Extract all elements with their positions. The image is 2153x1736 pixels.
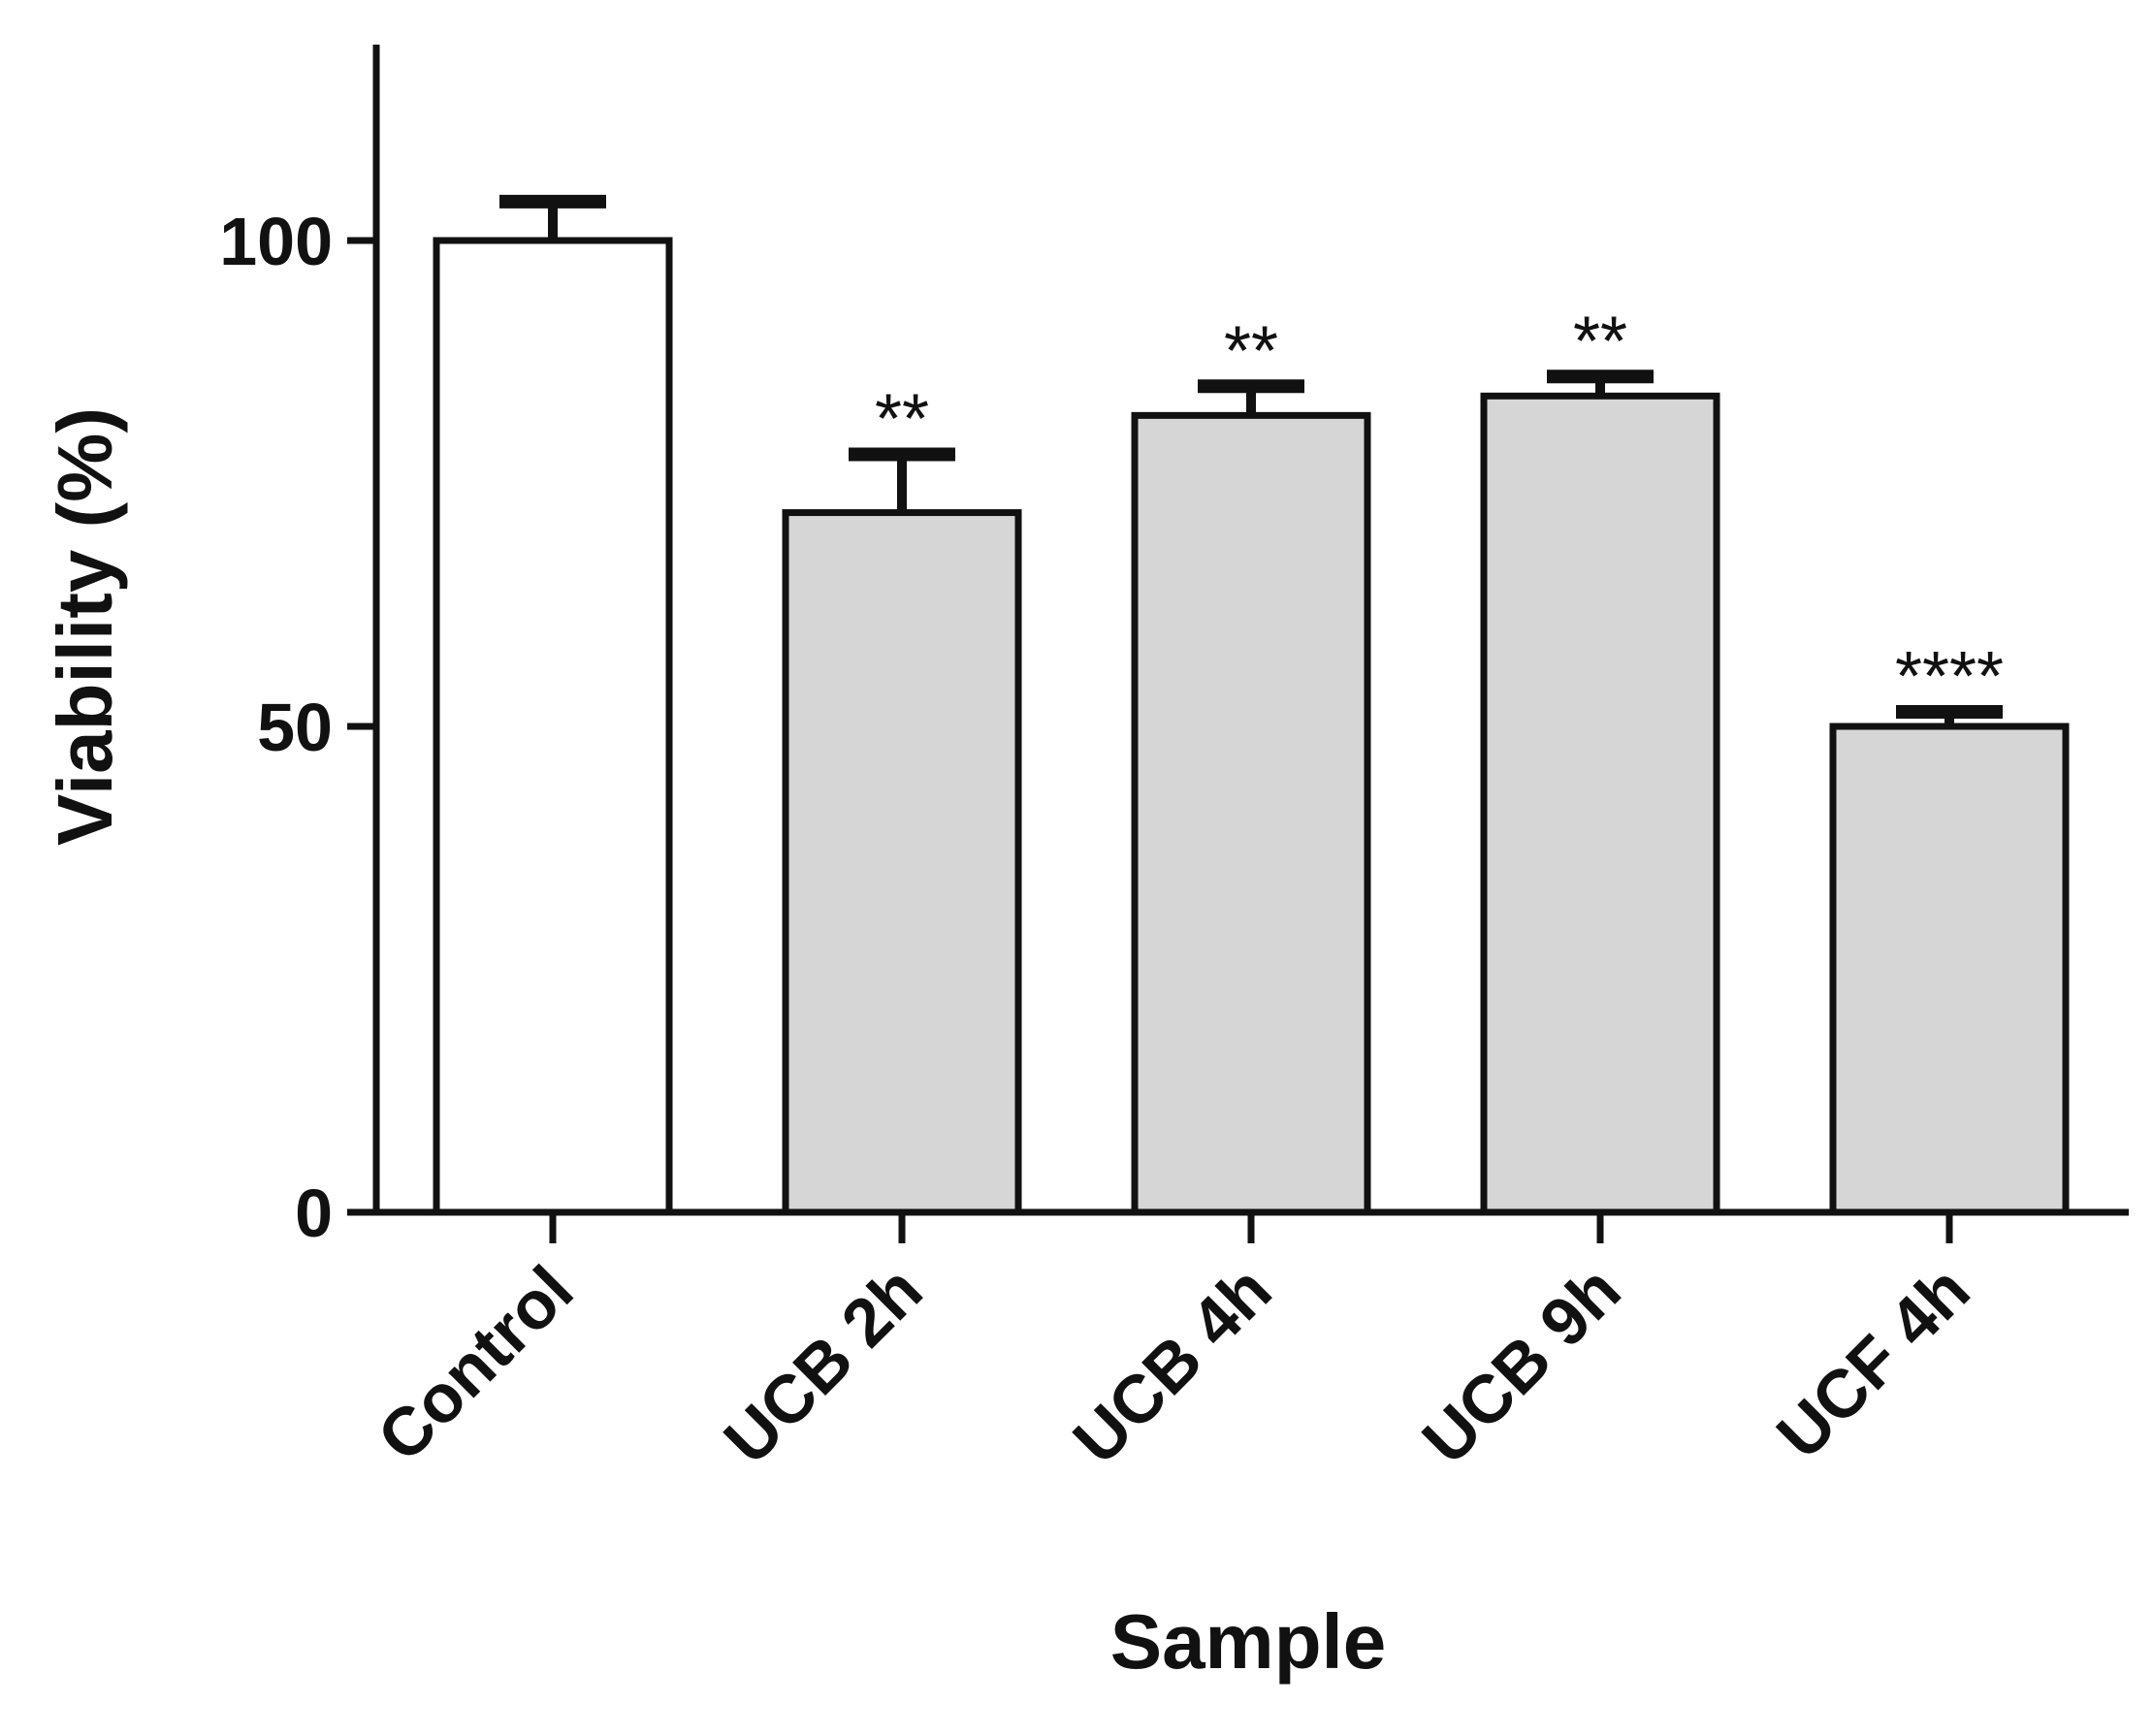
x-tick-label: Control (364, 1251, 588, 1475)
y-tick-label: 50 (257, 690, 333, 765)
bar (433, 237, 673, 1216)
y-tick-label: 0 (295, 1175, 333, 1251)
x-tick-label: UCB 9h (1408, 1251, 1635, 1478)
y-axis-title: Viability (%) (42, 407, 128, 846)
significance-layer: **** ****** (875, 303, 2004, 716)
significance-label: ** (1224, 312, 1278, 390)
y-ticks-layer: 0 50 100 (219, 204, 376, 1251)
significance-label: **** (1895, 638, 2004, 716)
x-tick-label: UCF 4h (1762, 1251, 1983, 1472)
x-axis-title: Sample (1110, 1598, 1387, 1685)
significance-label: ** (875, 380, 929, 458)
x-ticks-layer: Control UCB 2h UCB 4h UCB 9h UCF 4h (364, 1212, 1984, 1478)
error-bars-layer (499, 194, 2003, 726)
y-tick-label: 100 (219, 204, 333, 279)
bar (1131, 411, 1371, 1216)
x-tick-label: UCB 4h (1059, 1251, 1286, 1478)
bar (1480, 392, 1720, 1216)
bar (1829, 723, 2070, 1216)
significance-label: ** (1573, 303, 1627, 380)
x-tick-label: UCB 2h (710, 1251, 937, 1478)
bar (782, 509, 1022, 1216)
